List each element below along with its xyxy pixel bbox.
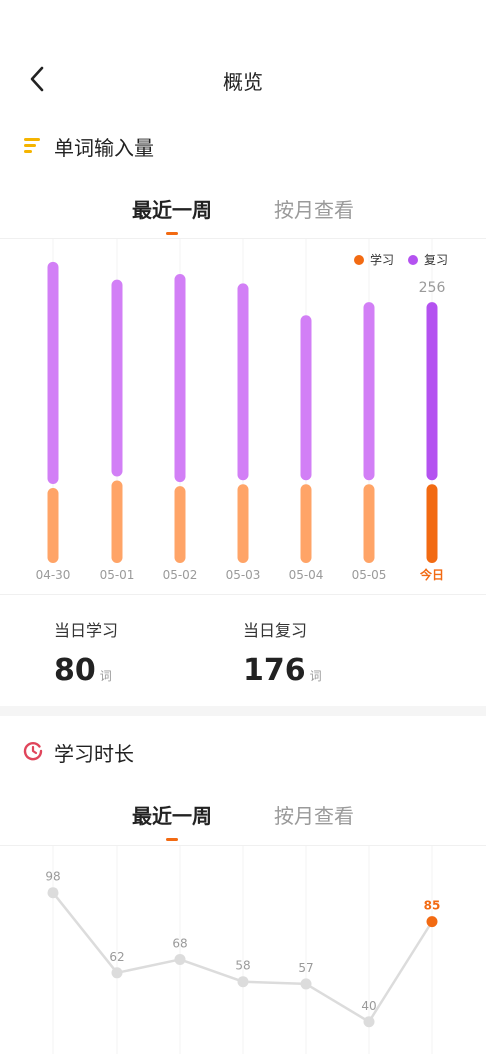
x-tick-label: 05-02 [163,568,198,582]
x-tick-label: 05-04 [289,568,324,582]
back-arrow-icon[interactable] [22,62,56,96]
study-time-line-chart: 98 62 68 58 57 40 85 [0,845,486,1054]
word-tabs: 最近一周 按月查看 [0,194,486,244]
stat-today-review: 当日复习 176 词 [243,617,322,688]
legend-label: 学习 [369,253,394,267]
data-point [426,916,438,928]
bar-study [47,488,59,563]
data-label: 256 [419,280,446,296]
x-tick-label: 05-03 [226,568,261,582]
tab-indicator [166,838,178,841]
data-label: 40 [361,999,376,1013]
chart-legend: 学习 复习 [353,251,448,268]
section-title: 学习时长 [54,742,134,766]
bar-study [300,484,312,563]
stat-label: 当日学习 [54,621,119,640]
data-label: 98 [45,870,60,884]
data-label: 85 [424,899,441,913]
bar-study [426,484,438,563]
data-point [363,1016,375,1028]
section-title: 单词输入量 [54,136,154,160]
data-label: 62 [109,950,124,964]
stat-value: 176 [243,653,306,688]
x-tick-label: 05-05 [352,568,387,582]
bar-study [111,480,123,563]
today-stats: 当日学习 80 词 当日复习 176 词 [0,594,486,707]
word-bar-chart: 学习 复习 04-30 05-01 05-02 05-03 05-04 05-05 今日 25… [0,238,486,595]
legend-item-review: 复习 [407,251,448,268]
stat-label: 当日复习 [243,621,308,640]
bar-review [300,315,312,481]
data-label: 68 [172,936,187,950]
data-point [47,887,59,899]
legend-dot [407,254,418,265]
bar-chart-svg: 04-30 05-01 05-02 05-03 05-04 05-05 今日 256 [36,239,446,582]
stat-unit: 词 [99,669,112,683]
legend-label: 复习 [423,253,448,267]
tab-by-month[interactable]: 按月查看 [274,198,354,222]
section-divider [0,706,486,716]
stat-unit: 词 [309,669,322,683]
legend-dot [353,254,364,265]
bar-review [47,261,59,484]
data-label: 57 [298,961,313,975]
legend-item-study: 学习 [353,251,394,268]
study-time-section-header: 学习时长 [0,732,486,772]
tab-indicator [166,232,178,235]
stat-today-study: 当日学习 80 词 [54,617,118,688]
data-point [237,976,249,988]
data-point [300,978,312,990]
bar-study [237,484,249,563]
bar-review [426,302,438,481]
stat-value: 80 [54,653,96,688]
bar-review [174,274,186,483]
top-bar: 概览 [0,0,486,110]
x-tick-label: 05-01 [100,568,135,582]
time-tabs: 最近一周 按月查看 [0,800,486,850]
data-point [174,953,186,965]
data-point [111,967,123,979]
bar-review [111,279,123,477]
bar-study [174,486,186,563]
x-tick-label: 04-30 [36,568,71,582]
bars-icon [24,138,40,153]
word-input-section-header: 单词输入量 [0,126,486,166]
page-title: 概览 [223,70,263,94]
bar-review [237,283,249,481]
line-chart-svg: 98 62 68 58 57 40 85 [45,846,441,1054]
bar-review [363,302,375,481]
x-tick-label: 今日 [419,567,444,582]
tab-recent-week[interactable]: 最近一周 [132,198,212,222]
timer-icon [23,742,43,761]
tab-recent-week[interactable]: 最近一周 [132,804,212,828]
bar-study [363,484,375,563]
data-label: 58 [235,959,250,973]
tab-by-month[interactable]: 按月查看 [274,804,354,828]
